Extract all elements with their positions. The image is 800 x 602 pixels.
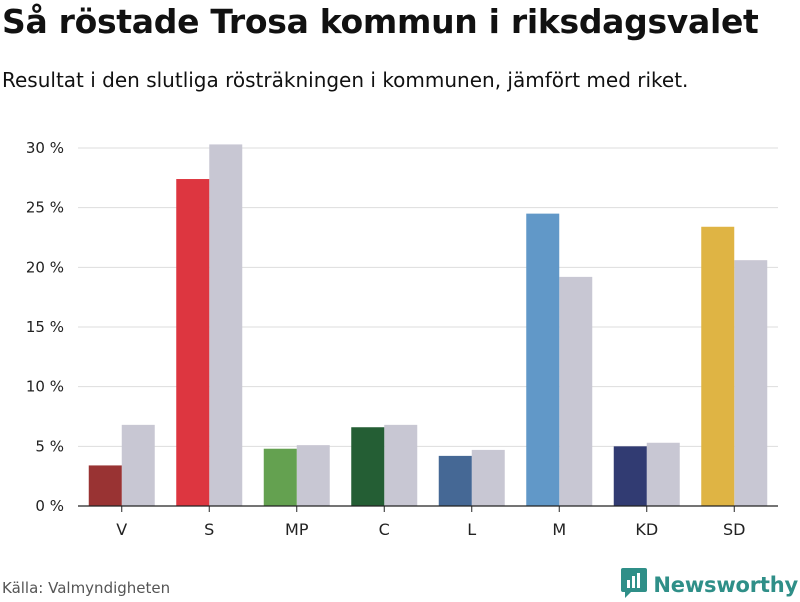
y-tick-label: 10 %: [26, 378, 64, 396]
source-note: Källa: Valmyndigheten: [2, 579, 171, 597]
y-tick-label: 5 %: [35, 437, 64, 455]
bar-trosa-s: [176, 179, 210, 506]
bar-chart-logo-icon: [621, 568, 648, 602]
bar-trosa-kd: [613, 446, 647, 506]
y-tick-label: 15 %: [26, 318, 64, 336]
x-tick-label: C: [379, 520, 390, 539]
y-tick-label: 0 %: [35, 497, 64, 515]
bar-riket-kd: [646, 442, 680, 506]
bar-riket-l: [471, 449, 505, 506]
x-tick-label: M: [552, 520, 566, 539]
bar-riket-s: [209, 144, 243, 507]
brand-name: Newsworthy: [653, 573, 798, 597]
x-tick-label: KD: [635, 520, 658, 539]
y-tick-label: 20 %: [26, 258, 64, 276]
bar-trosa-m: [526, 213, 560, 506]
bar-riket-mp: [296, 445, 330, 506]
axes: 0 % 5 % 10 % 15 % 20 % 25 % 30 % V S MP C L M KD SD: [26, 139, 778, 539]
chart-title: Så röstade Trosa kommun i riksdagsvalet: [2, 2, 759, 41]
bar-trosa-mp: [263, 448, 297, 506]
bar-trosa-sd: [701, 226, 735, 506]
chart-subtitle: Resultat i den slutliga rösträkningen i …: [2, 68, 689, 92]
x-tick-label: L: [467, 520, 476, 539]
x-tick-label: MP: [285, 520, 309, 539]
x-tick-label: S: [204, 520, 214, 539]
x-tick-label: SD: [723, 520, 745, 539]
x-tick-label: V: [116, 520, 127, 539]
bar-riket-v: [121, 424, 155, 506]
bar-riket-m: [559, 276, 593, 506]
bar-trosa-v: [88, 465, 122, 506]
bars: [88, 144, 768, 507]
bar-riket-sd: [734, 260, 768, 506]
bar-trosa-c: [351, 427, 385, 506]
bar-riket-c: [384, 424, 418, 506]
bar-trosa-l: [438, 455, 472, 506]
y-tick-label: 30 %: [26, 139, 64, 157]
y-tick-label: 25 %: [26, 199, 64, 217]
brand-logo: Newsworthy: [621, 568, 798, 602]
